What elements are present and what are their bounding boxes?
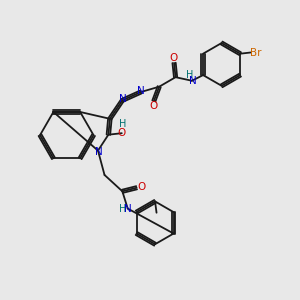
Text: N: N [137,85,145,96]
Text: N: N [124,204,132,214]
Text: O: O [169,53,177,63]
Text: Br: Br [250,47,261,58]
Text: N: N [119,94,127,104]
Text: H: H [119,119,126,129]
Text: O: O [118,128,126,138]
Text: N: N [95,147,103,157]
Text: N: N [189,76,196,86]
Text: H: H [186,70,193,80]
Text: O: O [149,101,158,111]
Text: O: O [137,182,146,192]
Text: H: H [119,204,127,214]
